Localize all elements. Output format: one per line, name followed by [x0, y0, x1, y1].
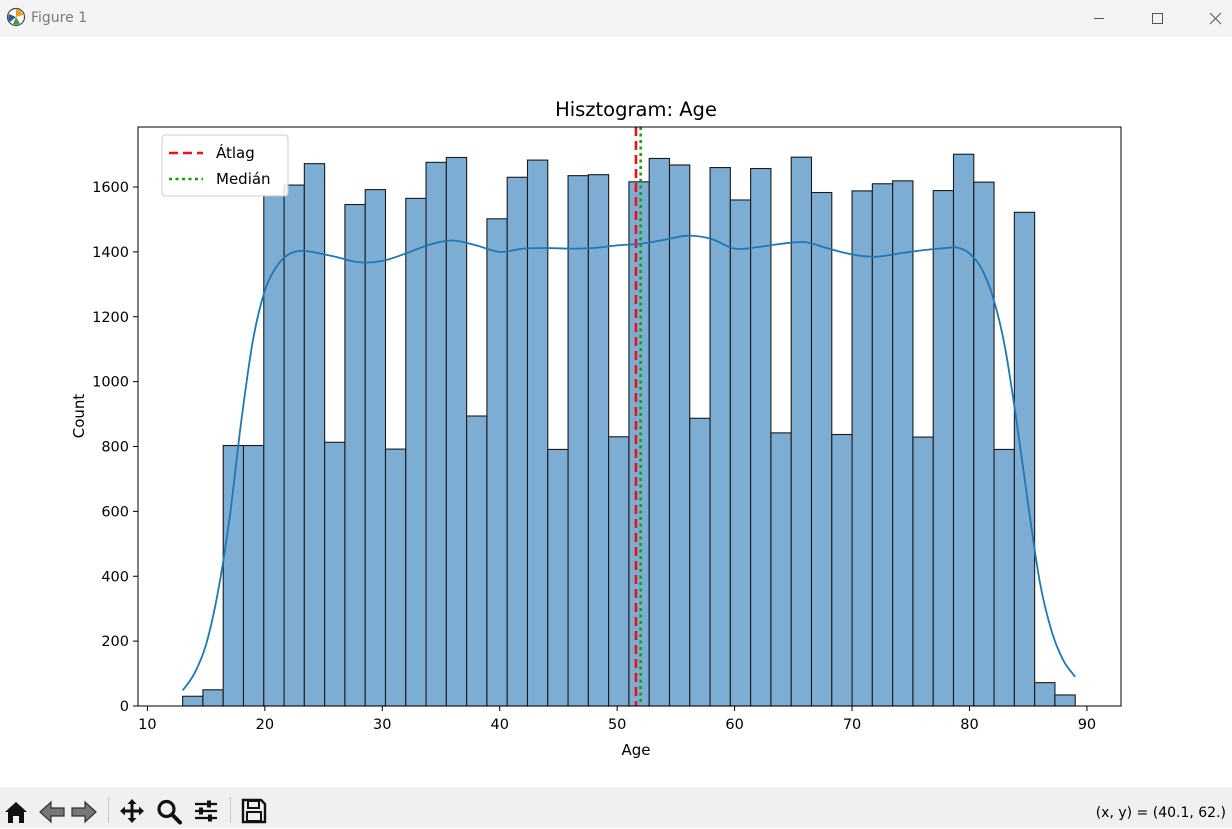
pan-button[interactable] [118, 797, 146, 825]
configure-subplots-button[interactable] [192, 797, 220, 825]
legend-mean-label: Átlag [216, 143, 255, 162]
histogram-bar [770, 432, 792, 707]
histogram-bar [851, 190, 873, 707]
legend: Átlag Medián [161, 134, 289, 197]
home-icon [5, 802, 27, 823]
histogram-bar [608, 436, 630, 707]
maximize-icon [1152, 13, 1163, 24]
histogram-bar [466, 415, 488, 707]
histogram-bar [810, 191, 833, 707]
histogram-bar [526, 159, 549, 707]
axes-frame [137, 126, 1122, 707]
navigation-toolbar [0, 787, 1232, 828]
legend-box [161, 134, 289, 197]
histogram-bar [303, 163, 326, 707]
pan-icon [120, 799, 144, 823]
histogram-bar [932, 190, 955, 707]
histogram-bar [202, 689, 224, 707]
zoom-icon [157, 799, 182, 825]
histogram-bar [709, 166, 731, 707]
y-axis-label: Count [70, 394, 88, 439]
histogram-bar [993, 448, 1015, 707]
histogram-bar [1034, 682, 1056, 707]
histogram-bar [486, 218, 508, 707]
histogram-bar [506, 176, 529, 707]
histogram-bar [729, 199, 752, 707]
minimize-button[interactable] [1071, 0, 1127, 37]
histogram-bar [567, 175, 589, 707]
x-tick-label: 90 [1078, 717, 1096, 733]
histogram-bar [892, 180, 914, 707]
kde-curve [181, 234, 1076, 691]
histogram-bar [831, 433, 853, 707]
zoom-button[interactable] [155, 797, 183, 825]
histogram-chart: 10 20 30 40 50 60 70 80 90 0 200 400 600 800 1000 1200… [70, 98, 1122, 759]
toolbar-separator [108, 797, 109, 823]
window-titlebar: Figure 1 [0, 0, 1232, 37]
x-tick-label: 70 [843, 717, 861, 733]
maximize-button[interactable] [1129, 0, 1185, 37]
histogram-bar [384, 448, 407, 707]
histogram-bar [242, 444, 265, 707]
x-axis-label: Age [621, 741, 650, 759]
y-tick-label: 200 [101, 634, 129, 650]
y-tick-label: 0 [120, 699, 129, 715]
x-tick-label: 80 [960, 717, 978, 733]
y-tick-label: 1600 [92, 180, 129, 196]
y-tick-label: 1400 [92, 245, 129, 261]
histogram-bar [405, 197, 427, 707]
y-tick-label: 600 [101, 504, 129, 520]
x-tick-label: 40 [490, 717, 508, 733]
histogram-bar [668, 164, 691, 707]
close-button[interactable] [1187, 0, 1232, 37]
close-icon [1209, 12, 1222, 25]
histogram-bar [364, 189, 387, 707]
y-tick-label: 400 [101, 569, 129, 585]
window-title: Figure 1 [31, 10, 88, 26]
save-icon [241, 798, 267, 824]
toolbar-separator [230, 797, 231, 823]
histogram-bar [912, 436, 934, 707]
x-tick-label: 50 [608, 717, 626, 733]
chart-title: Hisztogram: Age [555, 98, 717, 121]
cursor-coordinates: (x, y) = (40.1, 62.) [1095, 805, 1226, 821]
back-button[interactable] [38, 797, 66, 825]
home-button[interactable] [2, 797, 30, 825]
histogram-bar [790, 156, 813, 707]
app-icon [6, 7, 26, 27]
x-tick-label: 60 [725, 717, 743, 733]
histogram-bar [283, 184, 305, 707]
histogram-bar [871, 183, 894, 707]
configure-subplots-icon [195, 800, 217, 822]
histogram-bar [344, 203, 366, 707]
histogram-bar [324, 441, 346, 707]
histogram-bar [1054, 694, 1076, 707]
legend-median-label: Medián [216, 170, 271, 188]
figure-canvas: 10 20 30 40 50 60 70 80 90 0 200 400 600 800 1000 1200… [0, 38, 1232, 787]
histogram-bar [628, 181, 650, 707]
forward-icon [71, 800, 97, 824]
y-tick-label: 1200 [92, 310, 129, 326]
histogram-bar [587, 174, 610, 707]
histogram-bar [750, 167, 772, 707]
back-icon [39, 800, 65, 824]
save-button[interactable] [240, 797, 268, 825]
minimize-icon [1094, 18, 1104, 19]
x-tick-label: 30 [373, 717, 391, 733]
histogram-bar [1013, 211, 1036, 707]
y-tick-label: 1000 [92, 375, 129, 391]
histogram-bar [182, 695, 204, 707]
x-tick-label: 10 [138, 717, 156, 733]
x-tick-label: 20 [256, 717, 274, 733]
histogram-bar [689, 417, 711, 707]
y-tick-label: 800 [101, 440, 129, 456]
forward-button[interactable] [70, 797, 98, 825]
histogram-bar [547, 448, 569, 707]
histogram-bar [952, 153, 975, 707]
